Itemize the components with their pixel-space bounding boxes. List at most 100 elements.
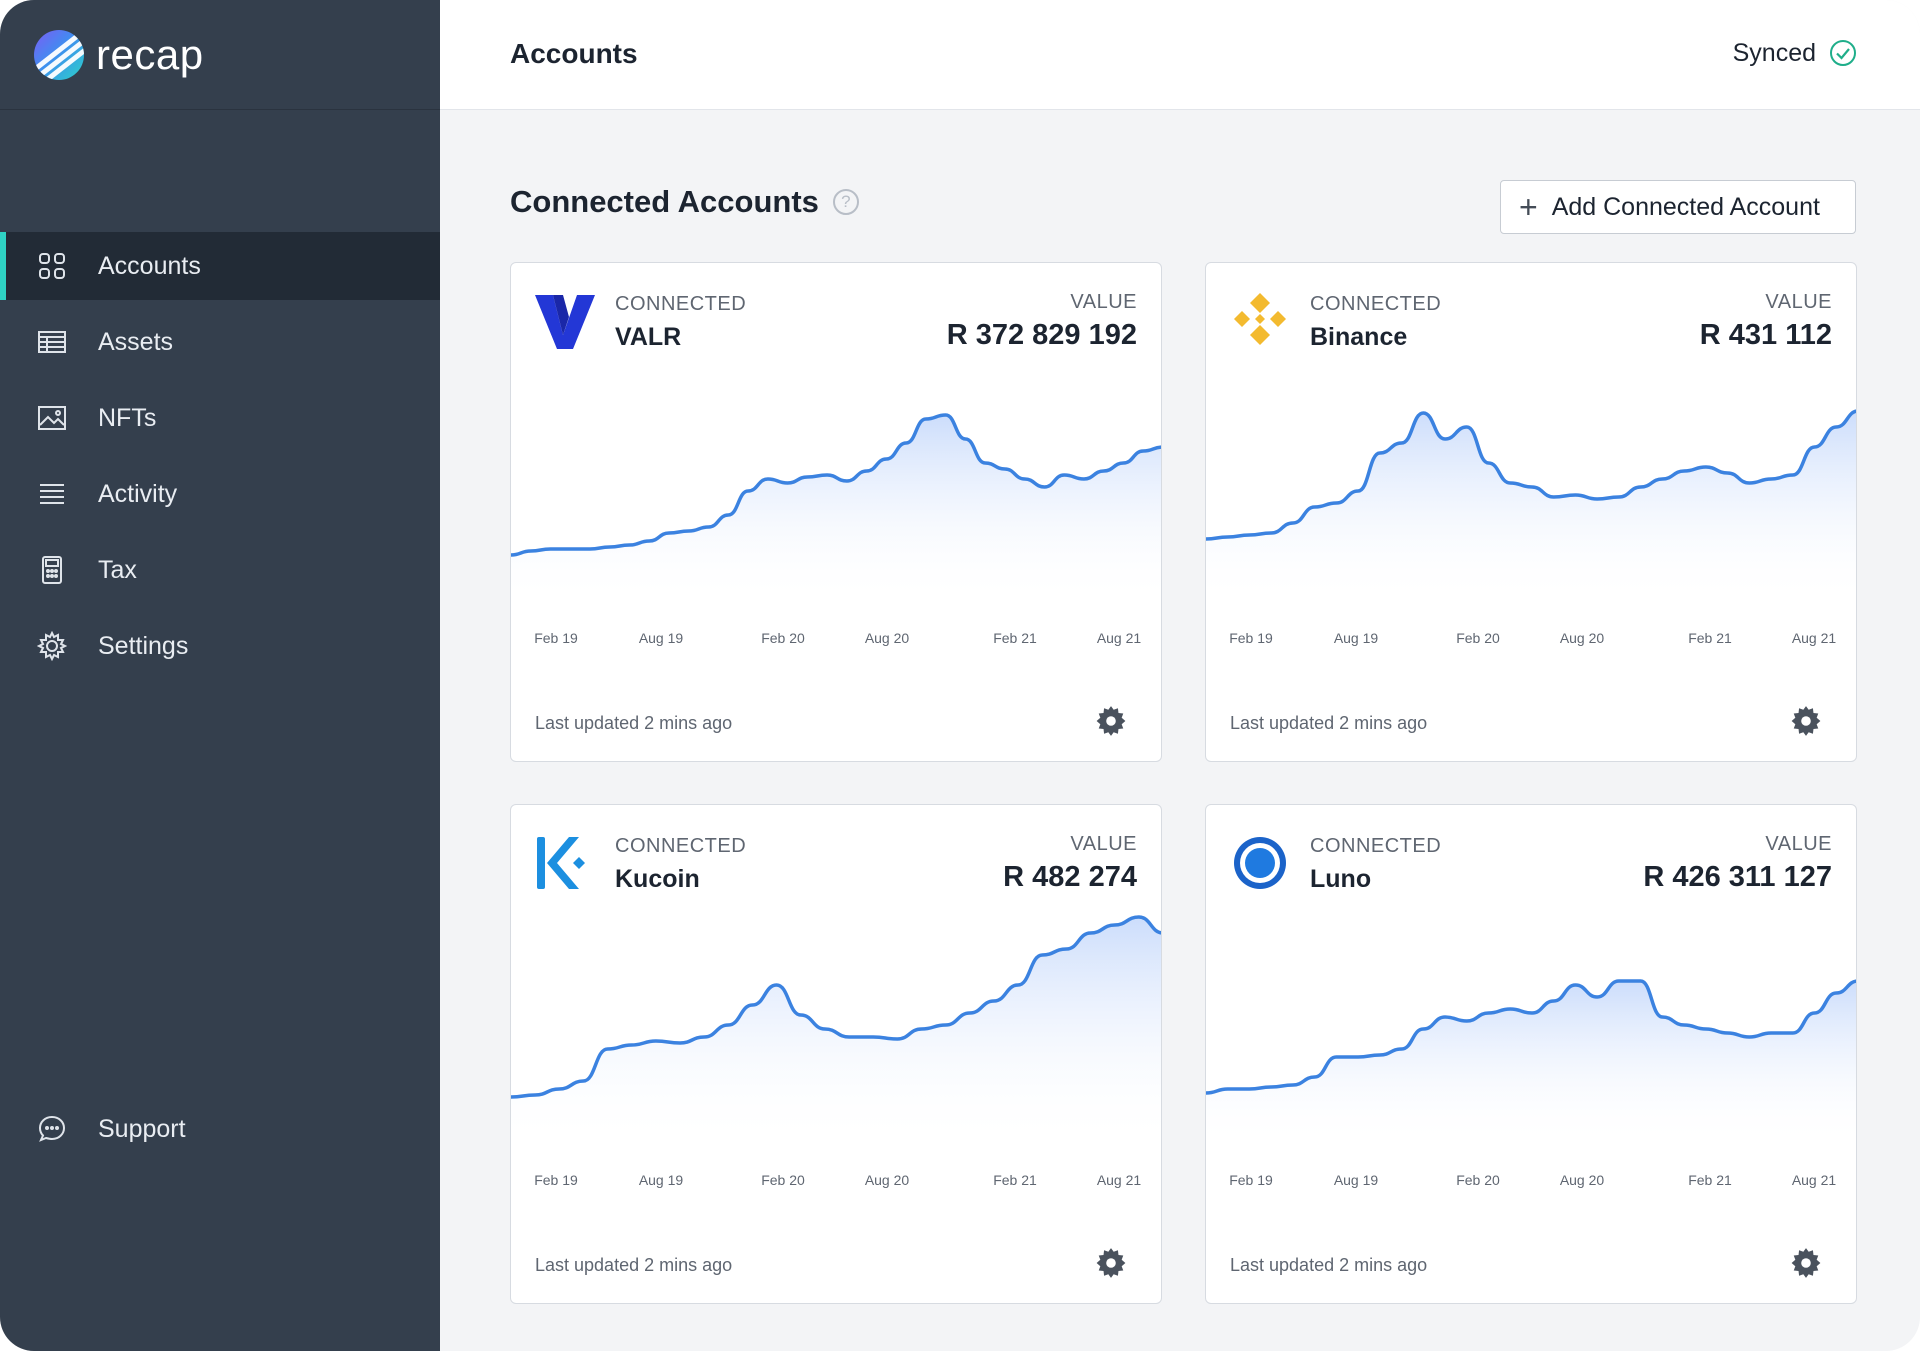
- value-label: VALUE: [1765, 291, 1832, 313]
- account-name: VALR: [615, 323, 682, 351]
- sidebar-item-tax[interactable]: Tax: [0, 536, 440, 604]
- sidebar-item-label: Tax: [98, 555, 137, 584]
- sidebar-item-label: NFTs: [98, 403, 157, 432]
- sync-status: Synced: [1733, 38, 1858, 68]
- x-tick-label: Aug 20: [1560, 630, 1605, 646]
- value-label: VALUE: [1765, 833, 1832, 855]
- support-label: Support: [98, 1114, 186, 1143]
- x-tick-label: Feb 21: [1688, 1172, 1732, 1188]
- sidebar-item-label: Settings: [98, 631, 189, 660]
- account-card-kucoin[interactable]: CONNECTED Kucoin VALUE R 482 274 Feb 19 A…: [510, 804, 1162, 1304]
- x-tick-label: Feb 19: [1229, 630, 1273, 646]
- sidebar-item-settings[interactable]: Settings: [0, 612, 440, 680]
- x-tick-label: Aug 19: [1334, 1172, 1379, 1188]
- sync-status-label: Synced: [1732, 38, 1816, 67]
- account-card-valr[interactable]: CONNECTED VALR VALUE R 372 829 192 Feb 1…: [510, 262, 1162, 762]
- account-name: Kucoin: [615, 865, 700, 893]
- account-value-chart: Feb 19 Aug 19 Feb 20 Aug 20 Feb 21 Aug 21: [1206, 979, 1856, 1188]
- x-tick-label: Feb 20: [1456, 630, 1500, 646]
- gear-icon: [36, 630, 68, 662]
- last-updated: Last updated 2 mins ago: [1230, 713, 1428, 733]
- sidebar-nav: Accounts Assets NFTs Activity: [0, 232, 440, 688]
- page-title: Accounts: [510, 38, 638, 69]
- binance-logo-icon: [1234, 293, 1286, 345]
- x-tick-label: Feb 21: [1688, 630, 1732, 646]
- help-icon[interactable]: ?: [832, 189, 859, 215]
- sidebar: recap Accounts Assets NFTs: [0, 0, 440, 1351]
- chat-bubble-icon: [36, 1113, 68, 1145]
- account-value: R 426 311 127: [1643, 861, 1832, 893]
- account-value-chart: Feb 19 Aug 19 Feb 20 Aug 20 Feb 21 Aug 21: [1206, 409, 1856, 646]
- connection-status: CONNECTED: [1310, 293, 1442, 315]
- value-label: VALUE: [1070, 833, 1137, 855]
- value-label: VALUE: [1070, 291, 1137, 313]
- chart-line: [511, 915, 1161, 1099]
- add-button-label: Add Connected Account: [1551, 192, 1820, 221]
- x-tick-label: Aug 20: [1560, 1172, 1605, 1188]
- top-header: Accounts Synced: [440, 0, 1920, 110]
- last-updated: Last updated 2 mins ago: [535, 1255, 733, 1275]
- brand[interactable]: recap: [0, 0, 440, 110]
- sidebar-item-label: Activity: [98, 479, 178, 508]
- section-title-text: Connected Accounts: [510, 184, 819, 219]
- kucoin-logo-icon: [537, 837, 585, 889]
- connection-status: CONNECTED: [1310, 835, 1442, 857]
- brand-name: recap: [96, 30, 204, 78]
- x-tick-label: Aug 19: [639, 1172, 684, 1188]
- card-settings-gear-icon[interactable]: [1790, 705, 1822, 737]
- last-updated: Last updated 2 mins ago: [1230, 1255, 1428, 1275]
- list-icon: [36, 478, 68, 510]
- account-name: Binance: [1310, 323, 1408, 351]
- x-tick-label: Feb 20: [1456, 1172, 1500, 1188]
- plus-icon: +: [1519, 189, 1538, 225]
- valr-logo-icon: [535, 295, 595, 349]
- x-tick-label: Feb 19: [1229, 1172, 1273, 1188]
- x-tick-label: Aug 21: [1792, 630, 1837, 646]
- check-circle-icon: [1830, 40, 1856, 66]
- x-tick-label: Feb 20: [761, 630, 805, 646]
- sidebar-item-nfts[interactable]: NFTs: [0, 384, 440, 452]
- chart-area-fill: [1206, 411, 1856, 603]
- sidebar-item-accounts[interactable]: Accounts: [0, 232, 440, 300]
- x-tick-label: Feb 19: [534, 1172, 578, 1188]
- x-tick-label: Feb 19: [534, 630, 578, 646]
- account-card-binance[interactable]: CONNECTED Binance VALUE R 431 112 Feb 19…: [1205, 262, 1857, 762]
- luno-logo-icon: [1234, 837, 1286, 889]
- x-tick-label: Aug 20: [865, 1172, 910, 1188]
- chart-line: [511, 413, 1161, 557]
- recap-logo-icon: [34, 29, 84, 80]
- support-section: Support: [0, 1095, 440, 1171]
- connection-status: CONNECTED: [615, 835, 747, 857]
- account-card-luno[interactable]: CONNECTED Luno VALUE R 426 311 127 Feb 1…: [1205, 804, 1857, 1304]
- account-value-chart: Feb 19 Aug 19 Feb 20 Aug 20 Feb 21 Aug 21: [511, 915, 1161, 1188]
- chart-area-fill: [1206, 981, 1856, 1145]
- card-settings-gear-icon[interactable]: [1790, 1247, 1822, 1279]
- chart-area-fill: [511, 415, 1161, 603]
- sidebar-item-activity[interactable]: Activity: [0, 460, 440, 528]
- support-link[interactable]: Support: [0, 1095, 440, 1163]
- calculator-icon: [36, 554, 68, 586]
- account-value: R 482 274: [1003, 861, 1137, 893]
- x-tick-label: Aug 19: [639, 630, 684, 646]
- card-settings-gear-icon[interactable]: [1095, 705, 1127, 737]
- grid-icon: [36, 250, 68, 282]
- x-tick-label: Aug 21: [1097, 1172, 1142, 1188]
- x-tick-label: Aug 20: [865, 630, 910, 646]
- x-tick-label: Feb 21: [993, 1172, 1037, 1188]
- chart-line: [1206, 979, 1856, 1095]
- x-tick-label: Aug 19: [1334, 630, 1379, 646]
- last-updated: Last updated 2 mins ago: [535, 713, 733, 733]
- image-icon: [36, 402, 68, 434]
- account-name: Luno: [1310, 865, 1372, 893]
- add-connected-account-button[interactable]: + Add Connected Account: [1500, 180, 1856, 234]
- account-value: R 372 829 192: [946, 319, 1137, 351]
- card-settings-gear-icon[interactable]: [1095, 1247, 1127, 1279]
- chart-line: [1206, 409, 1856, 541]
- table-icon: [36, 326, 68, 358]
- x-tick-label: Feb 20: [761, 1172, 805, 1188]
- sidebar-item-assets[interactable]: Assets: [0, 308, 440, 376]
- section-title: Connected Accounts ?: [510, 184, 859, 220]
- account-value: R 431 112: [1699, 319, 1832, 351]
- sidebar-item-label: Accounts: [98, 251, 201, 280]
